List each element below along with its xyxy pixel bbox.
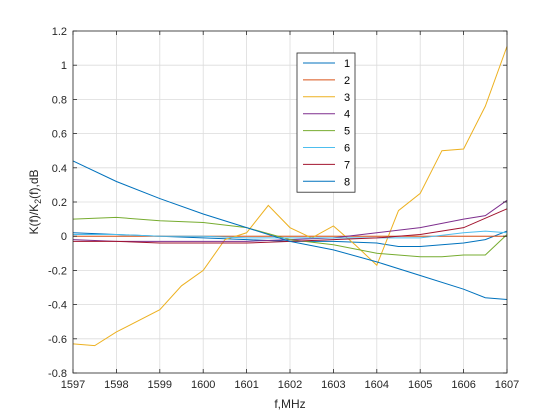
x-tick-label: 1601	[234, 379, 258, 391]
legend-label: 7	[344, 159, 350, 171]
y-tick-label: 0.4	[52, 163, 67, 175]
y-tick-label: -0.4	[48, 300, 67, 312]
x-tick-label: 1605	[408, 379, 432, 391]
legend-label: 2	[344, 75, 350, 87]
series-line-5	[72, 216, 508, 258]
legend-label: 3	[344, 92, 350, 104]
legend-label: 8	[344, 176, 350, 188]
x-tick-label: 1603	[321, 379, 345, 391]
y-tick-label: -0.2	[48, 265, 67, 277]
x-tick-label: 1606	[451, 379, 475, 391]
y-tick-label: 0.2	[52, 197, 67, 209]
legend-box	[296, 52, 356, 193]
x-tick-label: 1607	[495, 379, 519, 391]
x-tick-label: 1598	[104, 379, 128, 391]
y-tick-label: -0.8	[48, 368, 67, 380]
y-tick-label: 0.8	[52, 94, 67, 106]
series-line-8	[72, 160, 508, 300]
x-tick-label: 1604	[365, 379, 389, 391]
y-axis-label-main: K(f)/K	[27, 204, 41, 235]
y-tick-label: 0.6	[52, 129, 67, 141]
y-axis-label: K(f)/K2(f),dB	[27, 169, 43, 234]
legend-label: 4	[344, 109, 350, 121]
y-tick-label: 0	[61, 231, 67, 243]
y-axis-label-subscript: 2	[33, 199, 43, 204]
x-tick-label: 1597	[61, 379, 85, 391]
legend-label: 5	[344, 126, 350, 138]
series-line-3	[72, 46, 508, 347]
y-tick-label: -0.6	[48, 334, 67, 346]
x-tick-label: 1599	[148, 379, 172, 391]
y-tick-label: 1.2	[52, 26, 67, 38]
x-tick-label: 1602	[278, 379, 302, 391]
series-line-4	[72, 199, 508, 242]
series-line-6	[73, 230, 508, 239]
x-axis-label: f,MHz	[274, 397, 305, 411]
y-axis-label-tail: (f),dB	[27, 169, 41, 198]
y-tick-label: 1	[61, 60, 67, 72]
x-tick-label: 1600	[191, 379, 215, 391]
legend-label: 6	[344, 143, 350, 155]
legend-label: 1	[344, 58, 350, 70]
